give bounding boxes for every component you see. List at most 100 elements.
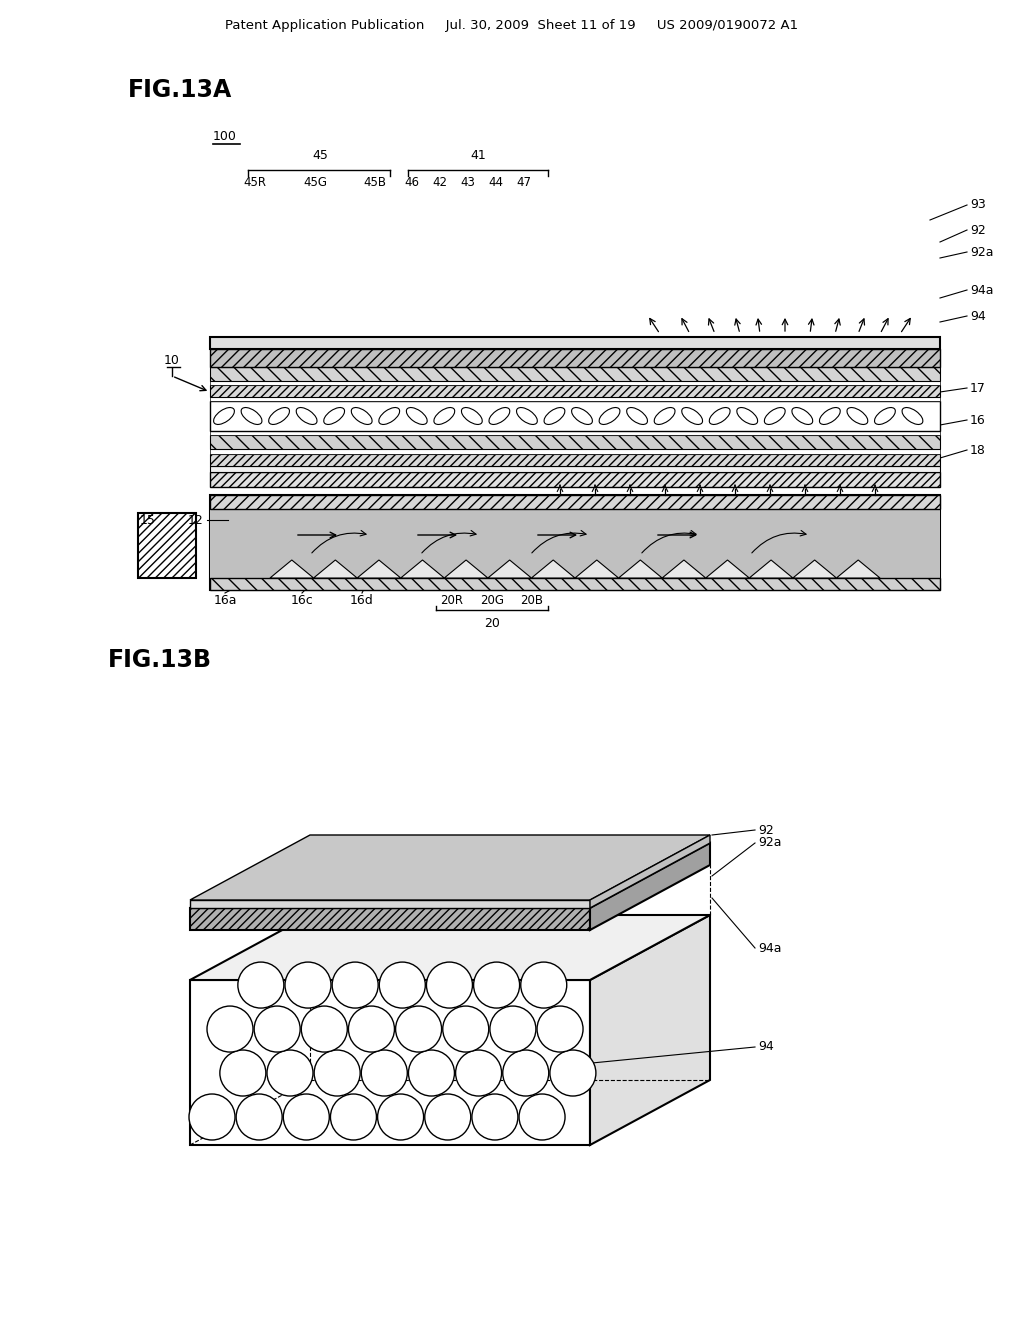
Text: 42: 42 [432,176,447,189]
Circle shape [254,1006,300,1052]
Ellipse shape [324,408,344,425]
Circle shape [207,1006,253,1052]
Text: 17: 17 [970,381,986,395]
Polygon shape [190,836,710,900]
Circle shape [426,962,472,1008]
Polygon shape [313,560,357,578]
Text: 16: 16 [970,413,986,426]
Text: Patent Application Publication     Jul. 30, 2009  Sheet 11 of 19     US 2009/019: Patent Application Publication Jul. 30, … [225,18,799,32]
Bar [190,900,590,908]
Polygon shape [793,560,837,578]
Text: 46: 46 [404,176,420,189]
Text: FIG.13B: FIG.13B [108,648,212,672]
Bar [210,436,940,449]
Circle shape [489,1006,536,1052]
Polygon shape [590,843,710,931]
Text: 20B: 20B [520,594,544,606]
Polygon shape [590,836,710,908]
Text: 94: 94 [970,309,986,322]
Circle shape [379,962,425,1008]
Bar [210,449,940,454]
Text: FIG.13A: FIG.13A [128,78,232,102]
Bar [210,495,940,590]
Ellipse shape [710,408,730,425]
Circle shape [314,1049,360,1096]
Text: 18: 18 [970,444,986,457]
Text: 92a: 92a [758,837,781,850]
Ellipse shape [764,408,785,425]
Circle shape [519,1094,565,1140]
Circle shape [442,1006,488,1052]
Bar [210,367,940,381]
Polygon shape [270,560,313,578]
Ellipse shape [682,408,702,425]
Ellipse shape [351,408,372,425]
Circle shape [503,1049,549,1096]
Text: 94a: 94a [970,284,993,297]
Text: 41: 41 [470,149,485,162]
Text: 92a: 92a [970,246,993,259]
Text: 20: 20 [484,616,500,630]
Polygon shape [590,915,710,1144]
Text: 20R: 20R [440,594,464,606]
Bar [210,473,940,487]
Bar [210,397,940,401]
Text: 94a: 94a [758,941,781,954]
Polygon shape [190,979,590,1144]
Ellipse shape [516,408,538,425]
Polygon shape [487,560,531,578]
Bar [210,348,940,367]
Text: 94: 94 [758,1040,774,1053]
Text: 45G: 45G [303,176,327,189]
Circle shape [332,962,378,1008]
Circle shape [409,1049,455,1096]
Bar [210,510,940,578]
Text: 100: 100 [213,131,237,144]
Ellipse shape [847,408,867,425]
Circle shape [550,1049,596,1096]
Polygon shape [575,560,618,578]
Text: 20G: 20G [480,594,504,606]
Ellipse shape [489,408,510,425]
Circle shape [521,962,566,1008]
Circle shape [378,1094,424,1140]
Text: 43: 43 [461,176,475,189]
Ellipse shape [296,408,317,425]
Circle shape [331,1094,377,1140]
Ellipse shape [627,408,647,425]
Text: 45R: 45R [244,176,266,189]
Polygon shape [837,560,880,578]
Text: 93: 93 [970,198,986,211]
Circle shape [348,1006,394,1052]
Bar [210,454,940,466]
Ellipse shape [379,408,399,425]
Text: 15: 15 [140,513,156,527]
Circle shape [472,1094,518,1140]
Text: 12: 12 [188,513,204,527]
Polygon shape [190,915,710,979]
Circle shape [238,962,284,1008]
Bar [210,385,940,397]
Circle shape [267,1049,313,1096]
Text: 16a: 16a [213,594,237,606]
Ellipse shape [462,408,482,425]
Circle shape [284,1094,330,1140]
Polygon shape [400,560,444,578]
Circle shape [537,1006,583,1052]
Ellipse shape [544,408,565,425]
Polygon shape [663,560,706,578]
Ellipse shape [654,408,675,425]
Bar [210,401,940,432]
Ellipse shape [241,408,262,425]
Polygon shape [190,843,710,908]
Bar [210,432,940,436]
Ellipse shape [434,408,455,425]
Circle shape [473,962,519,1008]
Polygon shape [531,560,575,578]
Text: 10: 10 [164,354,180,367]
Ellipse shape [214,408,234,425]
Polygon shape [706,560,750,578]
Circle shape [425,1094,471,1140]
Bar [210,495,940,510]
Ellipse shape [819,408,841,425]
